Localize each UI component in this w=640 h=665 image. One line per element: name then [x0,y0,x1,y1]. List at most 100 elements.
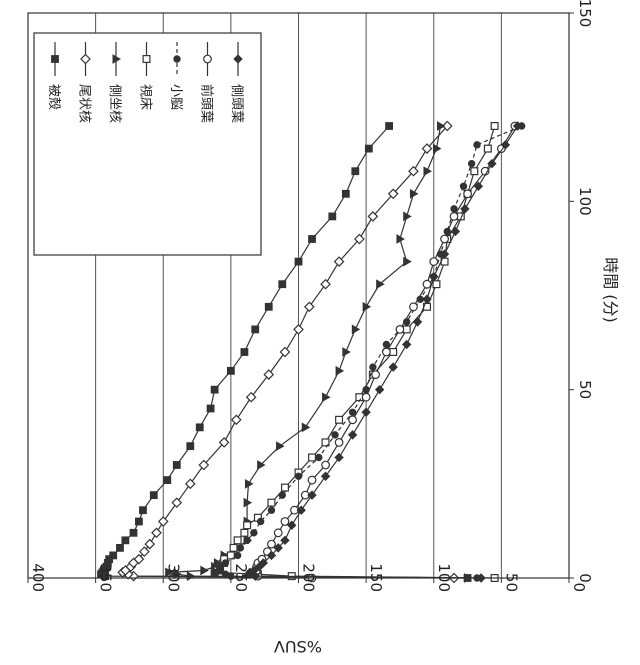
data-point [396,326,404,334]
data-point [234,552,240,558]
data-point [383,341,389,347]
legend: 被殻 尾状核側坐核 視床小脳前頭葉側頭葉 [34,33,261,255]
data-point [251,530,257,536]
legend-label: 前頭葉 [199,84,215,123]
data-point [329,213,336,220]
data-point [117,544,124,551]
data-point [145,540,154,549]
data-point [433,281,440,288]
data-point [252,326,259,333]
legend-label: 側頭葉 [229,84,244,123]
data-point [404,258,411,266]
data-point [234,537,241,544]
data-point [241,349,248,356]
data-point [257,518,263,524]
y-tick-label: 200 [300,563,318,592]
data-point [362,393,370,401]
data-point [274,529,282,537]
data-point [164,477,171,484]
data-point [232,415,241,424]
data-point [227,367,234,374]
legend-label: 被殻 [46,84,61,110]
data-point [410,190,417,198]
data-point [349,416,357,424]
data-point [308,491,316,499]
legend-marker [204,55,212,63]
data-point [430,258,438,266]
y-tick-label: 250 [232,563,250,592]
legend-label: 側坐核 [107,84,122,123]
data-point [386,123,393,130]
data-point [201,566,208,574]
data-point [187,572,194,580]
data-point [491,123,498,130]
y-tick-label: 0 [570,582,588,592]
x-tick-label: 100 [576,187,594,216]
data-point [383,348,391,356]
data-point [152,528,161,537]
data-point [365,145,372,152]
data-point [222,560,228,566]
data-point [484,145,491,152]
data-point [140,547,149,556]
data-point [295,258,302,265]
x-axis-label: 時間 (分) [601,257,620,323]
data-point [268,499,275,506]
data-point [376,386,384,394]
data-point [336,416,343,423]
data-point [268,540,276,548]
x-tick-label: 150 [576,0,594,27]
data-point [316,454,322,460]
data-point [323,393,330,401]
y-tick-label: 400 [29,563,47,592]
data-point [389,363,397,371]
data-point [281,518,289,526]
data-point [207,405,214,412]
data-point [196,424,203,431]
data-point [173,462,180,469]
data-point [450,213,458,221]
data-point [430,273,438,281]
y-tick-label: 50 [502,573,520,592]
data-point [187,443,194,450]
legend-marker [52,56,59,63]
data-point [244,522,251,529]
data-point [438,122,445,130]
legend-label: 視床 [138,84,153,110]
data-point [335,439,343,447]
data-point [279,492,285,498]
legend-label: 尾状核 [77,84,92,123]
y-tick-labels: 050100150200250300350400 [28,563,588,592]
legend-label: 小脳 [168,84,183,110]
data-point [150,492,157,499]
data-point [130,529,137,536]
data-point [471,168,478,175]
data-point [342,190,349,197]
data-point [332,432,338,438]
data-point [403,340,411,348]
data-point [322,461,330,469]
data-point [335,453,343,461]
data-point [241,529,248,536]
data-point [136,518,143,525]
data-point [468,160,474,166]
data-point [244,537,250,543]
data-point [352,168,359,175]
y-tick-label: 300 [164,563,182,592]
legend-marker [174,56,180,62]
data-point [321,280,330,289]
data-point [414,318,422,326]
data-point [349,431,357,439]
x-tick-labels: 050100150 [569,0,594,583]
data-point [245,480,252,488]
y-axis-label: %SUV [274,637,322,656]
data-point [460,183,466,189]
data-point [279,281,286,288]
data-point [305,302,314,311]
x-tick-label: 50 [576,380,594,399]
data-point [370,364,376,370]
data-point [424,167,431,175]
data-point [186,479,195,488]
data-point [265,303,272,310]
